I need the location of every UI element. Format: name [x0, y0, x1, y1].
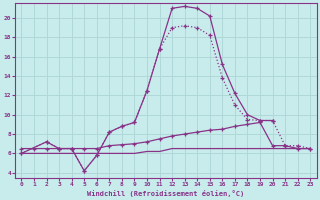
X-axis label: Windchill (Refroidissement éolien,°C): Windchill (Refroidissement éolien,°C) [87, 190, 244, 197]
